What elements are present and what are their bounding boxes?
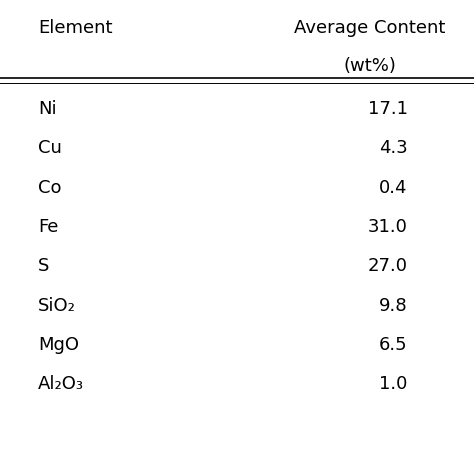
- Text: S: S: [38, 257, 49, 275]
- Text: 31.0: 31.0: [368, 218, 408, 236]
- Text: 1.0: 1.0: [379, 375, 408, 393]
- Text: 6.5: 6.5: [379, 336, 408, 354]
- Text: Average Content: Average Content: [294, 19, 446, 37]
- Text: 27.0: 27.0: [368, 257, 408, 275]
- Text: Fe: Fe: [38, 218, 58, 236]
- Text: SiO₂: SiO₂: [38, 297, 76, 315]
- Text: MgO: MgO: [38, 336, 79, 354]
- Text: Co: Co: [38, 179, 62, 197]
- Text: Cu: Cu: [38, 139, 62, 157]
- Text: 9.8: 9.8: [379, 297, 408, 315]
- Text: 4.3: 4.3: [379, 139, 408, 157]
- Text: (wt%): (wt%): [343, 57, 396, 75]
- Text: Ni: Ni: [38, 100, 56, 118]
- Text: Element: Element: [38, 19, 112, 37]
- Text: 0.4: 0.4: [379, 179, 408, 197]
- Text: 17.1: 17.1: [368, 100, 408, 118]
- Text: Al₂O₃: Al₂O₃: [38, 375, 84, 393]
